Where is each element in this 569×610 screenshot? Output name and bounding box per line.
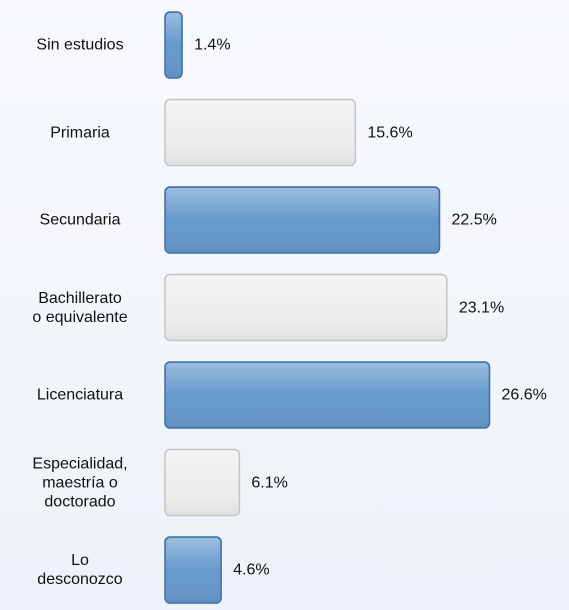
category-label: Licenciatura [36, 386, 124, 404]
category-label: Especialidad, maestría o doctorado [32, 455, 128, 510]
value-label: 26.6% [501, 386, 547, 404]
value-label: 22.5% [451, 211, 497, 229]
bar-gloss [166, 363, 489, 427]
value-label: 1.4% [194, 36, 231, 54]
value-label: 6.1% [251, 474, 288, 491]
category-label: Sin estudios [36, 36, 124, 54]
category-label: Bachillerato o equivalente [32, 289, 128, 326]
bar-gloss [166, 538, 221, 602]
value-label: 23.1% [458, 299, 505, 316]
value-label: 4.6% [233, 561, 270, 579]
category-label: Primaria [50, 124, 110, 141]
bar-gloss [166, 450, 239, 515]
category-label: Lo desconozco [37, 552, 123, 588]
bar-gloss [166, 275, 446, 340]
bar-gloss [166, 188, 439, 252]
bar-gloss [166, 13, 182, 77]
category-label: Secundaria [39, 211, 121, 229]
value-label: 15.6% [367, 124, 413, 141]
bar-gloss [166, 100, 355, 165]
